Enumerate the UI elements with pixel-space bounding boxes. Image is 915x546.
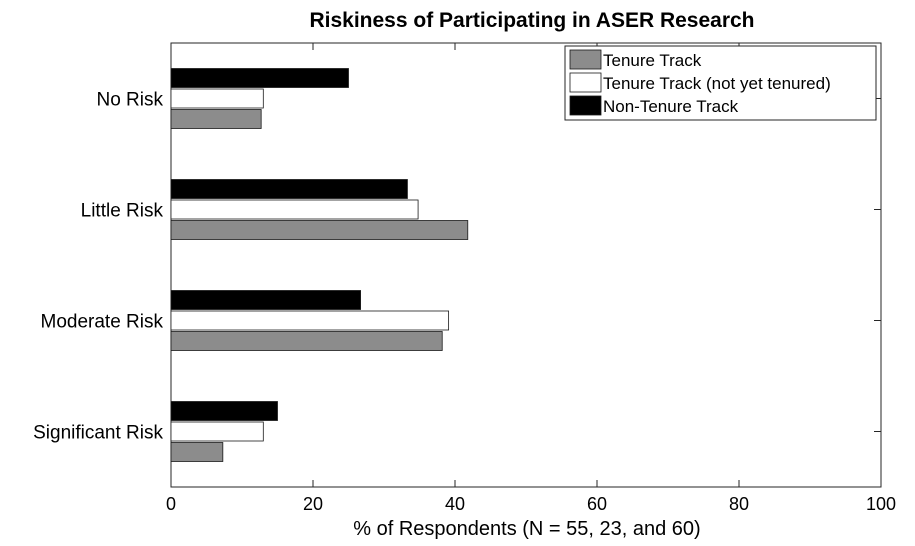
x-tick-label: 60 — [587, 494, 607, 514]
x-tick-label: 100 — [866, 494, 896, 514]
y-tick-label: No Risk — [96, 90, 163, 111]
bar — [170, 310, 450, 331]
x-tick-label: 20 — [303, 494, 323, 514]
legend-swatch — [569, 49, 602, 70]
bar — [170, 199, 419, 220]
y-tick-labels: No Risk Little Risk Moderate Risk Significa… — [33, 90, 163, 444]
bar — [170, 401, 278, 421]
chart-title: Riskiness of Participating in ASER Resea… — [309, 9, 754, 32]
x-tick-label: 40 — [445, 494, 465, 514]
y-tick-label: Significant Risk — [33, 423, 163, 444]
legend-box — [564, 45, 877, 121]
legend-swatch — [569, 95, 602, 116]
bar — [170, 179, 408, 199]
legend-swatch — [569, 72, 602, 93]
x-tick-labels: 0 20 40 60 80 100 — [166, 494, 896, 514]
bar — [170, 220, 469, 240]
legend-label: Tenure Track — [603, 51, 702, 70]
y-tick-label: Little Risk — [81, 201, 164, 222]
bar — [170, 290, 361, 310]
bars — [170, 68, 469, 462]
legend-label: Tenure Track (not yet tenured) — [603, 74, 831, 93]
bar — [170, 331, 443, 351]
legend-label: Non-Tenure Track — [603, 97, 739, 116]
x-axis-label: % of Respondents (N = 55, 23, and 60) — [353, 518, 700, 540]
x-tick-label: 0 — [166, 494, 176, 514]
bar — [170, 109, 262, 129]
x-tick-label: 80 — [729, 494, 749, 514]
y-tick-label: Moderate Risk — [41, 312, 164, 333]
bar — [170, 88, 264, 109]
bar — [170, 421, 264, 442]
bar — [170, 442, 224, 462]
bar — [170, 68, 349, 88]
legend: Tenure Track Tenure Track (not yet tenure… — [564, 45, 877, 121]
